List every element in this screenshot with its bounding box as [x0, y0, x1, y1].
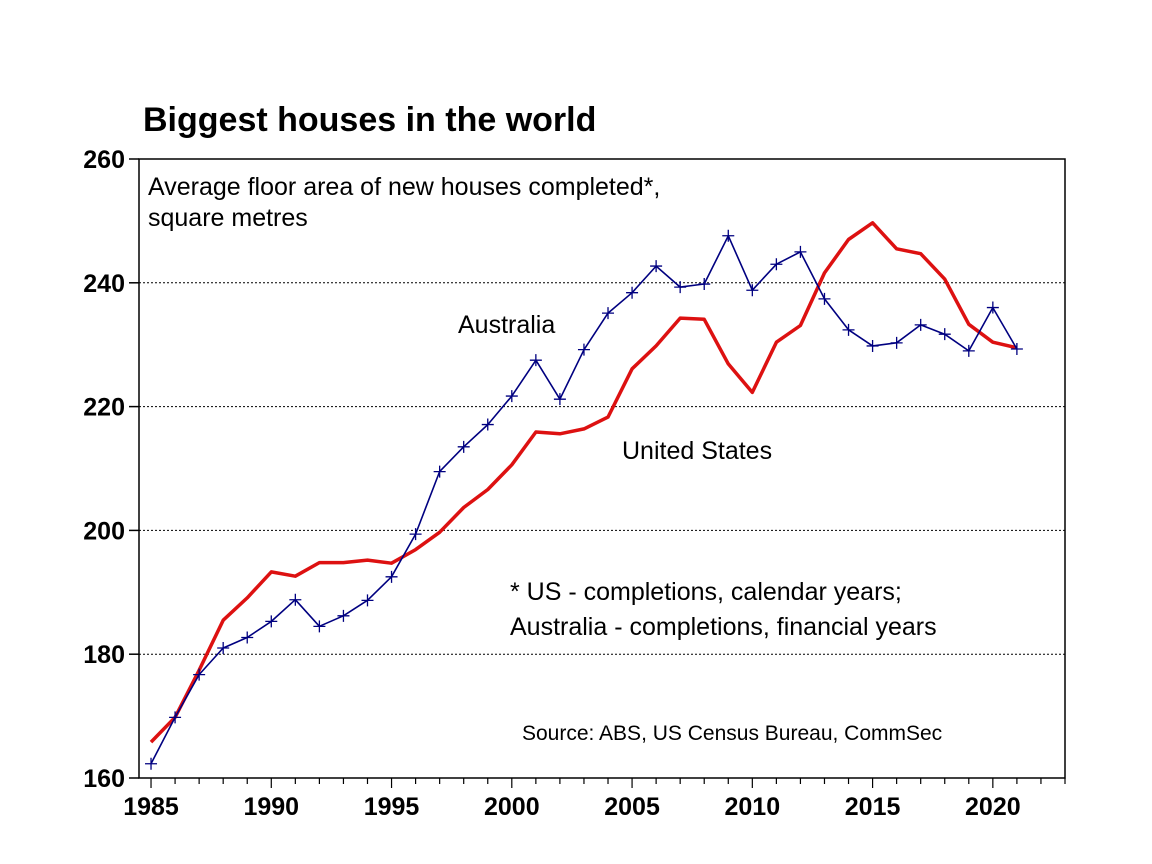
series-line-united-states — [149, 221, 1018, 744]
x-tick-label-1990: 1990 — [243, 793, 299, 821]
point-australia-1992 — [313, 620, 326, 633]
point-australia-1985 — [145, 757, 158, 770]
point-australia-1997 — [433, 465, 446, 478]
point-australia-1998 — [457, 440, 470, 453]
point-australia-1995 — [385, 570, 398, 583]
point-australia-1988 — [217, 642, 230, 655]
y-tick-label-220: 220 — [83, 394, 125, 422]
point-australia-1993 — [337, 609, 350, 622]
point-australia-2017 — [914, 318, 927, 331]
y-tick-label-200: 200 — [83, 517, 125, 545]
point-australia-1999 — [481, 418, 494, 431]
point-australia-1991 — [289, 593, 302, 606]
point-australia-2000 — [505, 390, 518, 403]
footnote-line-1: * US - completions, calendar years; — [510, 578, 902, 606]
point-australia-2008 — [698, 278, 711, 291]
x-tick-label-2010: 2010 — [725, 793, 781, 821]
axes: 160 180 200 220 240 260 1985 1990 1995 2000 2005 20… — [83, 146, 1066, 821]
point-australia-2010 — [746, 284, 759, 297]
point-australia-1989 — [241, 631, 254, 644]
point-australia-1994 — [361, 594, 374, 607]
point-australia-2021 — [1010, 343, 1023, 356]
x-tick-label-2015: 2015 — [845, 793, 901, 821]
source-note: Source: ABS, US Census Bureau, CommSec — [522, 722, 942, 745]
y-tick-label-180: 180 — [83, 641, 125, 669]
point-australia-2003 — [577, 343, 590, 356]
series-label-australia: Australia — [458, 311, 555, 339]
point-australia-2016 — [890, 336, 903, 349]
point-australia-2004 — [602, 307, 615, 320]
x-tick-label-1995: 1995 — [364, 793, 420, 821]
point-australia-2006 — [650, 260, 663, 273]
plot-frame — [138, 158, 1066, 779]
point-australia-2001 — [529, 354, 542, 367]
point-australia-2005 — [626, 286, 639, 299]
point-australia-1986 — [169, 711, 182, 724]
point-australia-2014 — [842, 323, 855, 336]
chart-title: Biggest houses in the world — [143, 101, 597, 139]
series-label-united-states: United States — [622, 437, 772, 465]
point-australia-2012 — [794, 245, 807, 258]
y-tick-label-260: 260 — [83, 146, 125, 174]
point-australia-2020 — [986, 301, 999, 314]
x-tick-label-2000: 2000 — [484, 793, 540, 821]
x-tick-label-2005: 2005 — [604, 793, 660, 821]
series-layer — [145, 221, 1023, 770]
y-tick-label-240: 240 — [83, 270, 125, 298]
point-australia-2011 — [770, 258, 783, 271]
point-australia-2007 — [674, 281, 687, 294]
point-australia-1996 — [409, 528, 422, 541]
point-australia-2013 — [818, 292, 831, 305]
point-australia-2002 — [553, 393, 566, 406]
x-tick-label-1985: 1985 — [123, 793, 179, 821]
subtitle-line-1: Average floor area of new houses complet… — [148, 173, 660, 201]
point-australia-2009 — [722, 229, 735, 242]
series-line-australia — [150, 235, 1018, 765]
point-australia-1990 — [265, 615, 278, 628]
point-australia-2015 — [866, 339, 879, 352]
subtitle-line-2: square metres — [148, 204, 308, 232]
point-australia-2019 — [962, 344, 975, 357]
y-tick-label-160: 160 — [83, 765, 125, 793]
footnote-line-2: Australia - completions, financial years — [510, 613, 937, 641]
point-australia-1987 — [193, 668, 206, 681]
point-australia-2018 — [938, 328, 951, 341]
x-tick-label-2020: 2020 — [965, 793, 1021, 821]
